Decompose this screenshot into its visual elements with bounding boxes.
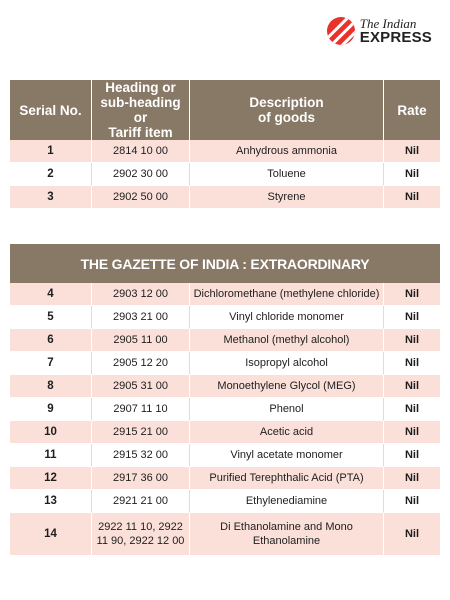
header-description: Description of goods [189, 80, 383, 140]
cell-rate: Nil [383, 513, 440, 556]
indian-express-logo-icon [326, 17, 355, 45]
cell-serial: 10 [10, 421, 91, 444]
table-row: 3 2902 50 00 Styrene Nil [10, 186, 440, 209]
cell-rate: Nil [383, 375, 440, 398]
cell-description: Vinyl acetate monomer [189, 444, 383, 467]
cell-serial: 9 [10, 398, 91, 421]
cell-serial: 12 [10, 467, 91, 490]
header-heading-line-1: Heading or [105, 80, 176, 95]
cell-serial: 3 [10, 186, 91, 209]
cell-serial: 1 [10, 140, 91, 163]
table-row: 1 2814 10 00 Anhydrous ammonia Nil [10, 140, 440, 163]
cell-description: Vinyl chloride monomer [189, 306, 383, 329]
cell-code: 2905 12 20 [91, 352, 189, 375]
cell-code: 2905 11 00 [91, 329, 189, 352]
cell-serial: 6 [10, 329, 91, 352]
cell-description: Di Ethanolamine and Mono Ethanolamine [189, 513, 383, 556]
table-row: 11 2915 32 00 Vinyl acetate monomer Nil [10, 444, 440, 467]
cell-code: 2905 31 00 [91, 375, 189, 398]
cell-code: 2907 11 10 [91, 398, 189, 421]
cell-rate: Nil [383, 352, 440, 375]
cell-serial: 4 [10, 283, 91, 306]
cell-rate: Nil [383, 490, 440, 513]
table-row: 9 2907 11 10 Phenol Nil [10, 398, 440, 421]
table-row: 4 2903 12 00 Dichloromethane (methylene … [10, 283, 440, 306]
cell-serial: 14 [10, 513, 91, 556]
table-row: 10 2915 21 00 Acetic acid Nil [10, 421, 440, 444]
header-serial: Serial No. [10, 80, 91, 140]
gazette-title: THE GAZETTE OF INDIA : EXTRAORDINARY [10, 244, 440, 283]
cell-rate: Nil [383, 306, 440, 329]
cell-code: 2814 10 00 [91, 140, 189, 163]
table-row: 8 2905 31 00 Monoethylene Glycol (MEG) N… [10, 375, 440, 398]
cell-rate: Nil [383, 163, 440, 186]
header-heading: Heading or sub-heading or Tariff item [91, 80, 189, 140]
cell-rate: Nil [383, 398, 440, 421]
cell-code: 2902 50 00 [91, 186, 189, 209]
cell-description: Anhydrous ammonia [189, 140, 383, 163]
cell-rate: Nil [383, 467, 440, 490]
cell-code: 2922 11 10, 2922 11 90, 2922 12 00 [91, 513, 189, 556]
gazette-title-row: THE GAZETTE OF INDIA : EXTRAORDINARY [10, 244, 440, 283]
tariff-table-top: Serial No. Heading or sub-heading or Tar… [10, 80, 440, 209]
cell-serial: 8 [10, 375, 91, 398]
cell-description: Dichloromethane (methylene chloride) [189, 283, 383, 306]
cell-rate: Nil [383, 140, 440, 163]
table-row: 2 2902 30 00 Toluene Nil [10, 163, 440, 186]
cell-code: 2903 12 00 [91, 283, 189, 306]
cell-code: 2921 21 00 [91, 490, 189, 513]
cell-rate: Nil [383, 283, 440, 306]
table-row: 5 2903 21 00 Vinyl chloride monomer Nil [10, 306, 440, 329]
brand-logo: The Indian EXPRESS [326, 16, 432, 46]
cell-rate: Nil [383, 444, 440, 467]
cell-serial: 5 [10, 306, 91, 329]
table-row: 13 2921 21 00 Ethylenediamine Nil [10, 490, 440, 513]
cell-code: 2915 32 00 [91, 444, 189, 467]
cell-description: Acetic acid [189, 421, 383, 444]
tariff-table-gazette: THE GAZETTE OF INDIA : EXTRAORDINARY 4 2… [10, 244, 440, 556]
cell-description: Isopropyl alcohol [189, 352, 383, 375]
cell-serial: 7 [10, 352, 91, 375]
brand-line-2: EXPRESS [359, 29, 432, 46]
table-row: 14 2922 11 10, 2922 11 90, 2922 12 00 Di… [10, 513, 440, 556]
cell-serial: 11 [10, 444, 91, 467]
cell-rate: Nil [383, 329, 440, 352]
cell-serial: 13 [10, 490, 91, 513]
cell-description: Ethylenediamine [189, 490, 383, 513]
cell-rate: Nil [383, 186, 440, 209]
cell-description: Monoethylene Glycol (MEG) [189, 375, 383, 398]
header-heading-line-2: sub-heading or [100, 95, 181, 125]
cell-description: Phenol [189, 398, 383, 421]
cell-code: 2917 36 00 [91, 467, 189, 490]
cell-serial: 2 [10, 163, 91, 186]
table-header-row: Serial No. Heading or sub-heading or Tar… [10, 80, 440, 140]
cell-rate: Nil [383, 421, 440, 444]
cell-code: 2902 30 00 [91, 163, 189, 186]
cell-description: Methanol (methyl alcohol) [189, 329, 383, 352]
cell-description: Purified Terephthalic Acid (PTA) [189, 467, 383, 490]
cell-code: 2903 21 00 [91, 306, 189, 329]
header-description-line-1: Description [249, 95, 324, 110]
table-row: 7 2905 12 20 Isopropyl alcohol Nil [10, 352, 440, 375]
cell-code: 2915 21 00 [91, 421, 189, 444]
header-description-line-2: of goods [258, 110, 315, 125]
cell-description: Toluene [189, 163, 383, 186]
brand-line-1: The Indian [359, 16, 417, 31]
header-rate: Rate [383, 80, 440, 140]
cell-description: Styrene [189, 186, 383, 209]
table-row: 12 2917 36 00 Purified Terephthalic Acid… [10, 467, 440, 490]
header-heading-line-3: Tariff item [108, 125, 173, 140]
table-row: 6 2905 11 00 Methanol (methyl alcohol) N… [10, 329, 440, 352]
